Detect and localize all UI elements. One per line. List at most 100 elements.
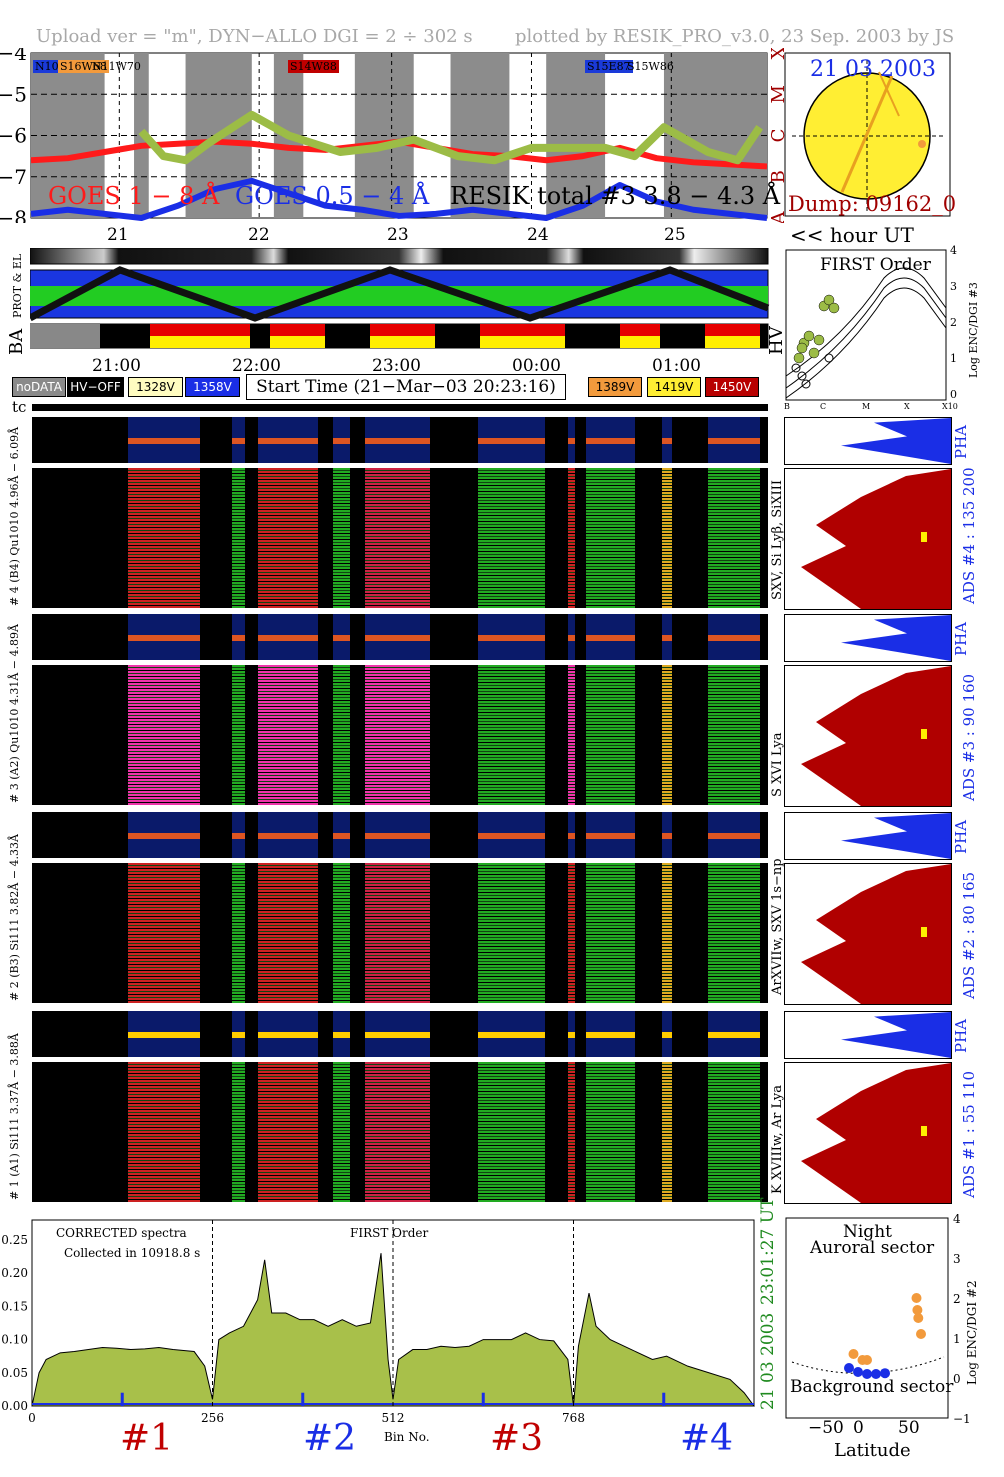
day-label: 23 — [387, 225, 409, 245]
pha-side-label: PHA — [952, 621, 970, 656]
time-tick-label: 00:00 — [512, 356, 561, 376]
ads-histogram-fill — [801, 469, 951, 609]
pha-line-band — [708, 1031, 760, 1038]
goes-y-tick: −4 — [0, 48, 27, 65]
spectrogram-band — [232, 1062, 245, 1202]
ba-label: BA — [6, 328, 27, 355]
channel-spectrogram — [32, 468, 768, 608]
spectrum-area — [31, 1253, 755, 1407]
pha-histogram — [784, 1011, 952, 1059]
pha-side-label: PHA — [952, 424, 970, 459]
spectrum-x-tick: 0 — [28, 1411, 36, 1425]
pha-line-band — [586, 634, 635, 641]
orbit-track-strips — [30, 248, 770, 349]
spectrogram-band — [232, 665, 245, 805]
spectrogram-band — [478, 665, 545, 805]
upload-version-header: Upload ver = "m", DYN−ALLO DGI = 2 ÷ 302… — [36, 26, 473, 47]
active-region-marker — [918, 140, 926, 148]
pha-spectrogram — [32, 614, 768, 660]
legend-1389v: 1389V — [588, 377, 642, 397]
spectrum-xlabel: Bin No. — [384, 1430, 430, 1444]
channel-label: # 2 (B3) Si111 3.82Å − 4.33Å — [8, 834, 21, 1001]
ads-histogram — [784, 665, 952, 807]
pha-line-band — [478, 1031, 545, 1038]
channel-spectrogram — [32, 863, 768, 1003]
channel-spectrogram — [32, 1062, 768, 1202]
spectrogram-band — [333, 863, 350, 1003]
latitude-y-tick: 1 — [953, 1332, 961, 1346]
spectrum-x-tick: 256 — [201, 1411, 224, 1425]
pha-line-band — [365, 1031, 430, 1038]
day-label: 21 — [107, 225, 129, 245]
time-tick-label: 21:00 — [92, 356, 141, 376]
channel-mark-4: #4 — [680, 1418, 734, 1459]
ads-side-label: ADS #2 : 80 165 — [960, 871, 978, 999]
spectrogram-band — [568, 468, 575, 608]
time-tick-label: 22:00 — [232, 356, 281, 376]
pha-line-band — [333, 437, 350, 444]
latitude-x-tick: 50 — [898, 1418, 920, 1438]
ads-histogram — [784, 1062, 952, 1204]
spectrogram-band — [586, 468, 635, 608]
pha-line-band — [232, 832, 245, 839]
spectrogram-band — [708, 468, 760, 608]
night-label: Night — [843, 1222, 892, 1242]
auroral-sector-label: Auroral sector — [810, 1238, 935, 1258]
spectrogram-band — [128, 468, 200, 608]
goes-y-tick: −8 — [0, 206, 27, 223]
time-tick-label: 23:00 — [372, 356, 421, 376]
spectrogram-band — [708, 665, 760, 805]
first-order-y-tick: 3 — [950, 280, 957, 293]
goes-series-1 — [30, 177, 768, 221]
legend-1358v: 1358V — [185, 377, 240, 397]
flare-tag: S14W88 — [288, 60, 339, 73]
prot-el-label: PROT & EL — [11, 253, 24, 318]
pha-line-band — [258, 832, 318, 839]
first-order-y-tick: 4 — [950, 244, 957, 257]
goes-class-letter: A — [768, 211, 789, 224]
channel-label: # 3 (A2) Qu1010 4.31Å − 4.89Å — [8, 624, 21, 803]
goes-y-tick: −5 — [0, 82, 27, 106]
spectrogram-band — [478, 1062, 545, 1202]
goes-class-letter: B — [768, 170, 789, 183]
spectrogram-band — [708, 1062, 760, 1202]
channel-mark-1: #1 — [120, 1418, 174, 1459]
plotted-by-header: plotted by RESIK_PRO_v3.0, 23 Sep. 2003 … — [515, 26, 955, 47]
pha-line-band — [333, 832, 350, 839]
first-order-ylabel: Log ENC/DGI #3 — [967, 282, 980, 378]
spectrogram-band — [258, 665, 318, 805]
latitude-point — [862, 1369, 872, 1379]
spectrogram-band — [232, 468, 245, 608]
legend-1419v: 1419V — [647, 377, 701, 397]
goes-lightcurve-chart: −4 −5 −6 −7 −8 X M C B A — [0, 48, 789, 224]
spectrogram-band — [232, 863, 245, 1003]
goes-long-legend: GOES 1 − 8 Å — [48, 182, 220, 210]
legend-1328v: 1328V — [128, 377, 183, 397]
latitude-point — [853, 1367, 863, 1377]
pha-line-band — [586, 1031, 635, 1038]
ads-marker — [921, 729, 927, 739]
pha-line-band — [568, 634, 575, 641]
pha-side-label: PHA — [952, 819, 970, 854]
goes-class-letter: C — [768, 129, 789, 143]
pha-line-band — [478, 832, 545, 839]
latitude-xlabel: Latitude — [834, 1440, 911, 1461]
pha-line-band — [128, 437, 200, 444]
channel-label: # 4 (B4) Qu1010 4.96Å − 6.09Å — [8, 426, 21, 606]
pha-line-band — [568, 1031, 575, 1038]
spectrogram-band — [128, 1062, 200, 1202]
orbit-zigzag — [30, 266, 770, 322]
pha-line-band — [708, 437, 760, 444]
pha-line-band — [258, 437, 318, 444]
pha-spectrogram — [32, 417, 768, 463]
channel-mark-3: #3 — [490, 1418, 544, 1459]
pha-line-band — [333, 634, 350, 641]
latitude-plot — [785, 1217, 949, 1419]
legend-1450v: 1450V — [705, 377, 759, 397]
latitude-x-tick: 0 — [853, 1418, 864, 1438]
spectrogram-band — [258, 863, 318, 1003]
pha-line-band — [232, 634, 245, 641]
spectrum-y-tick: 0.20 — [1, 1266, 28, 1280]
spectrum-y-tick: 0.10 — [1, 1333, 28, 1347]
spectrum-y-tick: 0.05 — [1, 1366, 28, 1380]
